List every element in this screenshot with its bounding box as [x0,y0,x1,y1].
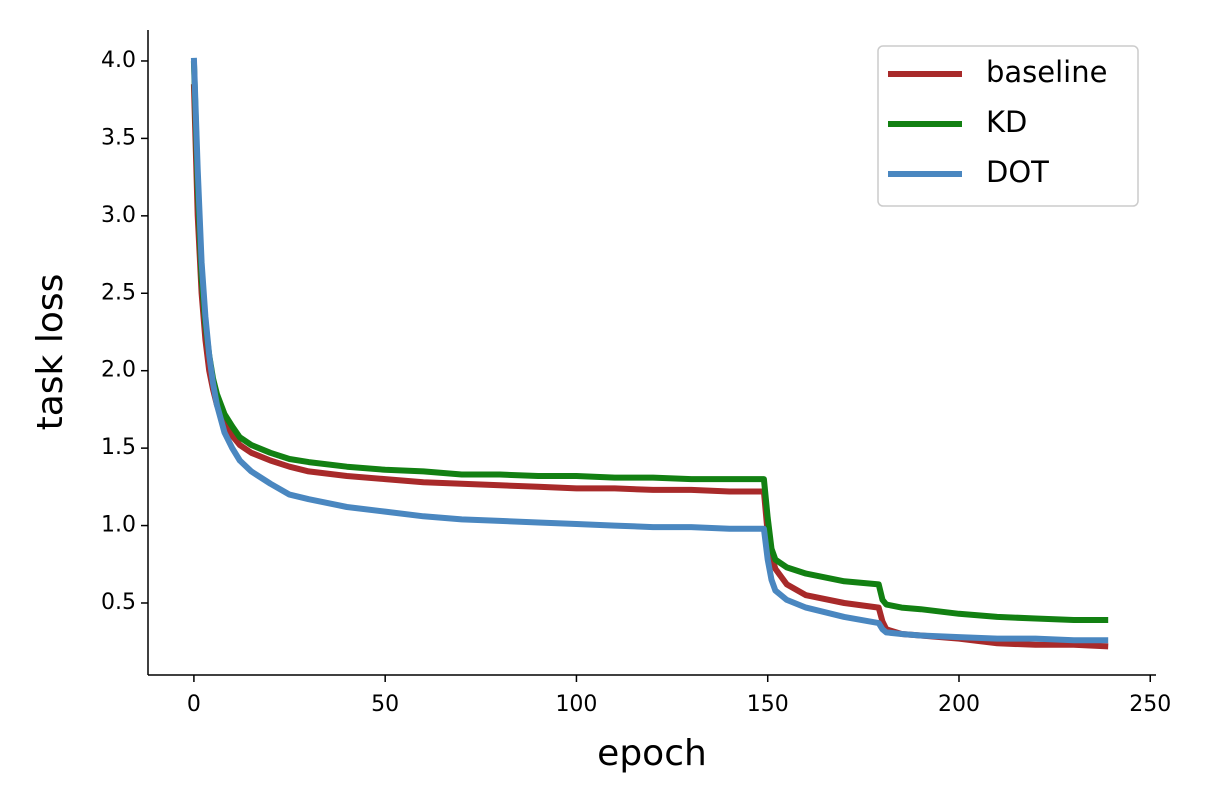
y-tick-label: 2.5 [101,280,136,305]
legend-label: baseline [986,55,1107,89]
x-tick-label: 0 [187,692,201,717]
y-axis-label: task loss [30,274,71,431]
series-line [190,57,1109,644]
x-tick-label: 150 [747,692,789,717]
y-tick-label: 1.5 [101,435,136,460]
legend-label: DOT [986,155,1049,189]
x-tick-label: 200 [938,692,980,717]
y-tick-label: 1.0 [101,513,136,538]
y-tick-label: 0.5 [101,590,136,615]
x-tick-label: 250 [1129,692,1171,717]
y-tick-label: 3.5 [101,125,136,150]
series-line [190,60,1109,623]
x-tick-label: 100 [555,692,597,717]
x-tick-label: 50 [371,692,399,717]
y-tick-label: 4.0 [101,48,136,73]
y-tick-label: 2.0 [101,358,136,383]
legend-label: KD [986,105,1027,139]
y-tick-label: 3.0 [101,203,136,228]
x-axis-label: epoch [597,733,707,774]
legend-box [877,45,1139,207]
